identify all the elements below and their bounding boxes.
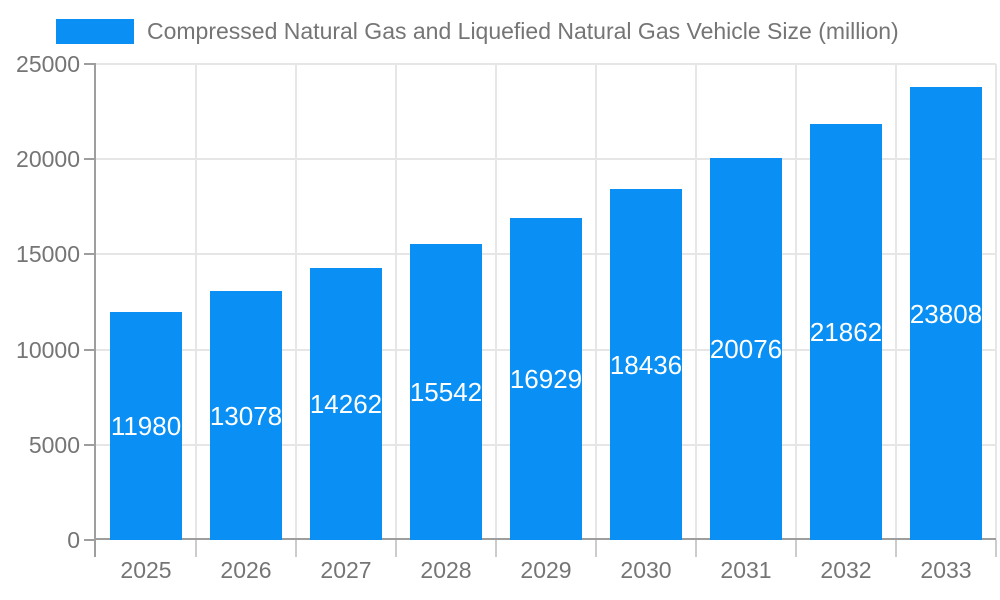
bar-value-label: 21862 <box>809 317 883 347</box>
legend-swatch <box>56 19 134 44</box>
bar-2033[interactable] <box>910 87 982 540</box>
bar-value-label: 18436 <box>609 350 683 380</box>
bar-2032[interactable] <box>810 124 882 540</box>
bar-value-label: 11980 <box>110 411 182 441</box>
x-gridline <box>595 64 597 540</box>
plot-area: 0 5000 10000 15000 20000 25000 11980 2025 13078 2… <box>16 51 997 583</box>
bar-2031[interactable] <box>710 158 782 540</box>
x-tick <box>695 540 697 557</box>
bar-value-label: 13078 <box>209 401 283 431</box>
x-axis-label: 2031 <box>720 557 772 583</box>
y-axis-label: 10000 <box>16 336 80 363</box>
x-axis-label: 2026 <box>220 557 272 583</box>
x-tick <box>395 540 397 557</box>
x-tick <box>795 540 797 557</box>
bar-value-label: 14262 <box>309 389 383 419</box>
y-axis-label: 20000 <box>16 146 80 173</box>
x-tick <box>995 540 997 557</box>
y-axis-label: 5000 <box>28 431 80 458</box>
y-axis-label: 25000 <box>16 51 80 77</box>
y-axis-label: 0 <box>67 527 80 553</box>
x-gridline <box>195 64 197 540</box>
bar-2029[interactable] <box>510 218 582 540</box>
y-tick <box>84 348 96 351</box>
x-gridline <box>795 64 797 540</box>
x-gridline <box>295 64 297 540</box>
x-tick <box>895 540 897 557</box>
x-tick <box>495 540 497 557</box>
legend-label: Compressed Natural Gas and Liquefied Nat… <box>147 18 899 44</box>
x-axis-label: 2029 <box>520 557 572 583</box>
x-axis-label: 2033 <box>920 557 972 583</box>
bar-2025[interactable] <box>110 312 182 540</box>
x-tick <box>595 540 597 557</box>
x-gridline <box>395 64 397 540</box>
x-tick <box>195 540 197 557</box>
y-gridline <box>96 63 996 65</box>
x-axis-label: 2032 <box>820 557 872 583</box>
y-tick <box>84 253 96 256</box>
x-axis-label: 2028 <box>420 557 472 583</box>
y-axis-line <box>94 64 96 557</box>
bar-value-label: 20076 <box>709 334 783 364</box>
x-gridline <box>695 64 697 540</box>
bar-2026[interactable] <box>210 291 282 540</box>
y-tick <box>84 158 96 161</box>
y-tick <box>84 539 96 541</box>
x-tick <box>295 540 297 557</box>
bar-2027[interactable] <box>310 268 382 540</box>
x-axis-label: 2030 <box>620 557 672 583</box>
bar-2028[interactable] <box>410 244 482 540</box>
bar-value-label: 15542 <box>409 377 483 407</box>
bar-2030[interactable] <box>610 189 682 540</box>
x-axis-label: 2025 <box>120 557 172 583</box>
y-tick <box>84 63 96 65</box>
bar-value-label: 23808 <box>909 299 983 329</box>
bar-value-label: 16929 <box>509 364 583 394</box>
y-axis-label: 15000 <box>16 241 80 268</box>
y-tick <box>84 443 96 446</box>
x-gridline <box>495 64 497 540</box>
x-axis-label: 2027 <box>320 557 372 583</box>
legend[interactable]: Compressed Natural Gas and Liquefied Nat… <box>56 19 899 44</box>
